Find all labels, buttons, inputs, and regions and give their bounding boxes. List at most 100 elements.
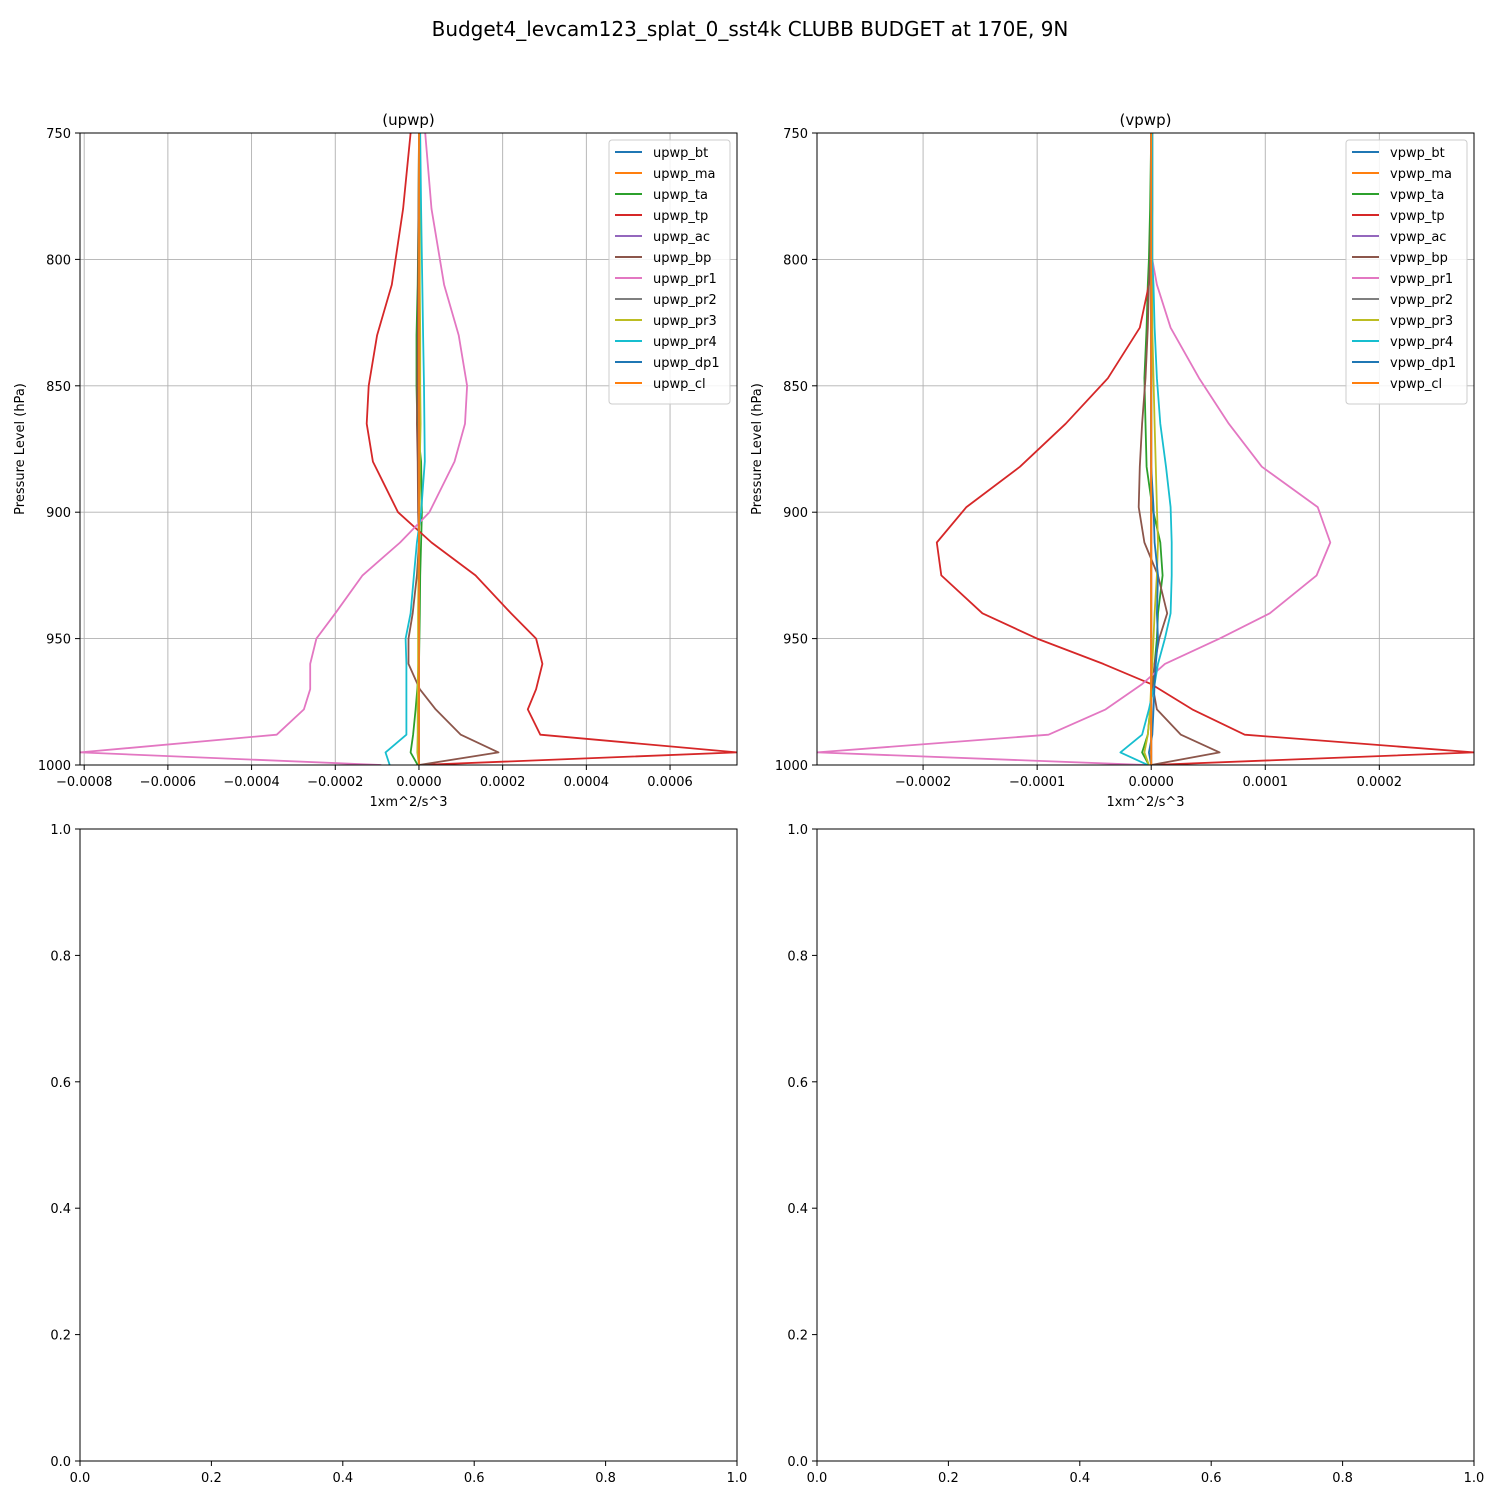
legend-label: vpwp_pr1 [1390,272,1453,287]
legend-label: vpwp_pr3 [1390,314,1453,329]
series-line-vpwp_pr3 [1143,133,1159,765]
legend-label: upwp_pr1 [653,272,717,287]
axes-frame [816,828,1475,1462]
x-tick-label: −0.0002 [895,775,951,790]
y-tick-label: 750 [46,127,71,142]
series-line-vpwp_bp [1137,133,1221,765]
subplot-4: 0.0 0.2 0.4 0.6 0.8 1.0 0.0 0.2 0.4 0.6 0.8 1.0 [787,823,1484,1486]
x-tick-label: −0.0006 [140,775,196,790]
series-line-vpwp_pr4 [1119,133,1173,765]
legend-label: vpwp_cl [1390,377,1442,392]
y-tick-label: 1.0 [787,823,808,838]
y-tick-label: 1000 [775,759,808,774]
y-axis-label: Pressure Level (hPa) [13,383,28,515]
x-tick-label: 0.6 [464,1471,485,1486]
legend: vpwp_bt vpwp_ma vpwp_ta vpwp_tp vpwp_ac vpwp_… [1345,139,1468,405]
legend: upwp_bt upwp_ma upwp_ta upwp_tp upwp_ac upwp_… [608,139,731,405]
x-tick-label: −0.0001 [1009,775,1065,790]
legend-label: vpwp_pr2 [1390,293,1453,308]
y-tick-label: 900 [46,506,71,521]
y-tick-label: 900 [783,506,808,521]
y-tick-label: 0.2 [50,1329,71,1344]
y-tick-label: 1.0 [50,823,71,838]
legend-label: vpwp_tp [1390,209,1445,224]
x-tick-label: 0.4 [1069,1471,1090,1486]
series-line-upwp_ta [409,133,423,765]
legend-label: vpwp_pr4 [1390,335,1453,350]
legend-label: upwp_pr4 [653,335,717,350]
subplot-title: (upwp) [382,111,435,129]
y-tick-label: 950 [46,633,71,648]
legend-label: upwp_bp [653,251,711,266]
x-tick-label: 0.0004 [564,775,610,790]
x-tick-label: 0.0000 [1128,775,1174,790]
legend-label: vpwp_ta [1390,188,1444,203]
y-tick-label: 850 [46,380,71,395]
legend-frame [608,139,731,405]
x-tick-label: 1.0 [727,1471,748,1486]
y-tick-label: 0.6 [787,1076,808,1091]
x-axis-label: 1xm^2/s^3 [1106,795,1184,810]
x-tick-label: −0.0004 [223,775,279,790]
legend-label: vpwp_bp [1390,251,1448,266]
x-tick-label: 0.0 [70,1471,91,1486]
series-line-upwp_pr4 [384,133,426,765]
legend-label: upwp_ma [653,167,716,182]
axes-layer: −0.0008 −0.0006 −0.0004 −0.0002 0.0000 0.0002… [13,111,1484,1486]
legend-label: upwp_bt [653,146,708,161]
series-group [80,133,737,765]
x-tick-label: 0.6 [1201,1471,1222,1486]
x-tick-label: 0.0002 [1357,775,1403,790]
y-tick-label: 0.4 [50,1202,71,1217]
y-axis-label: Pressure Level (hPa) [750,383,765,515]
figure-title: Budget4_levcam123_splat_0_sst4k CLUBB BU… [432,17,1069,41]
y-tick-label: 0.2 [787,1329,808,1344]
series-line-upwp_tp [365,133,737,765]
y-tick-label: 750 [783,127,808,142]
x-tick-label: 0.8 [1332,1471,1353,1486]
x-tick-label: 0.2 [938,1471,959,1486]
subplot-1: −0.0008 −0.0006 −0.0004 −0.0002 0.0000 0.0002… [13,111,738,810]
legend-label: upwp_ta [653,188,708,203]
y-tick-label: 0.6 [50,1076,71,1091]
x-tick-label: 0.0002 [480,775,526,790]
subplot-title: (vpwp) [1120,111,1172,129]
y-tick-label: 0.0 [50,1455,71,1470]
axes-frame [79,132,738,766]
legend-label: vpwp_bt [1390,146,1445,161]
x-tick-label: 0.8 [595,1471,616,1486]
y-tick-label: 0.8 [50,949,71,964]
x-tick-label: 0.4 [332,1471,353,1486]
x-tick-label: −0.0008 [56,775,112,790]
x-tick-label: 0.0006 [647,775,693,790]
series-group [817,133,1474,765]
series-line-upwp_pr1 [80,133,469,765]
legend-frame [1345,139,1468,405]
y-tick-label: 1000 [38,759,71,774]
x-tick-label: 0.2 [201,1471,222,1486]
y-tick-label: 950 [783,633,808,648]
axes-frame [816,132,1475,766]
series-line-vpwp_pr1 [817,133,1332,765]
x-tick-label: 0.0001 [1243,775,1289,790]
legend-label: vpwp_ma [1390,167,1452,182]
x-tick-label: −0.0002 [307,775,363,790]
subplot-3: 0.0 0.2 0.4 0.6 0.8 1.0 0.0 0.2 0.4 0.6 0.8 1.0 [50,823,747,1486]
legend-label: upwp_pr2 [653,293,717,308]
legend-label: vpwp_ac [1390,230,1446,245]
x-tick-label: 1.0 [1464,1471,1485,1486]
legend-label: upwp_ac [653,230,710,245]
x-tick-label: 0.0000 [396,775,442,790]
x-axis-label: 1xm^2/s^3 [369,795,447,810]
legend-label: upwp_dp1 [653,356,720,371]
axes-frame [79,828,738,1462]
subplot-2: −0.0002 −0.0001 0.0000 0.0001 0.0002 750 800 85… [750,111,1475,810]
y-tick-label: 0.4 [787,1202,808,1217]
x-tick-label: 0.0 [807,1471,828,1486]
y-tick-label: 850 [783,380,808,395]
legend-label: upwp_cl [653,377,706,392]
y-tick-label: 800 [783,253,808,268]
legend-label: upwp_tp [653,209,708,224]
